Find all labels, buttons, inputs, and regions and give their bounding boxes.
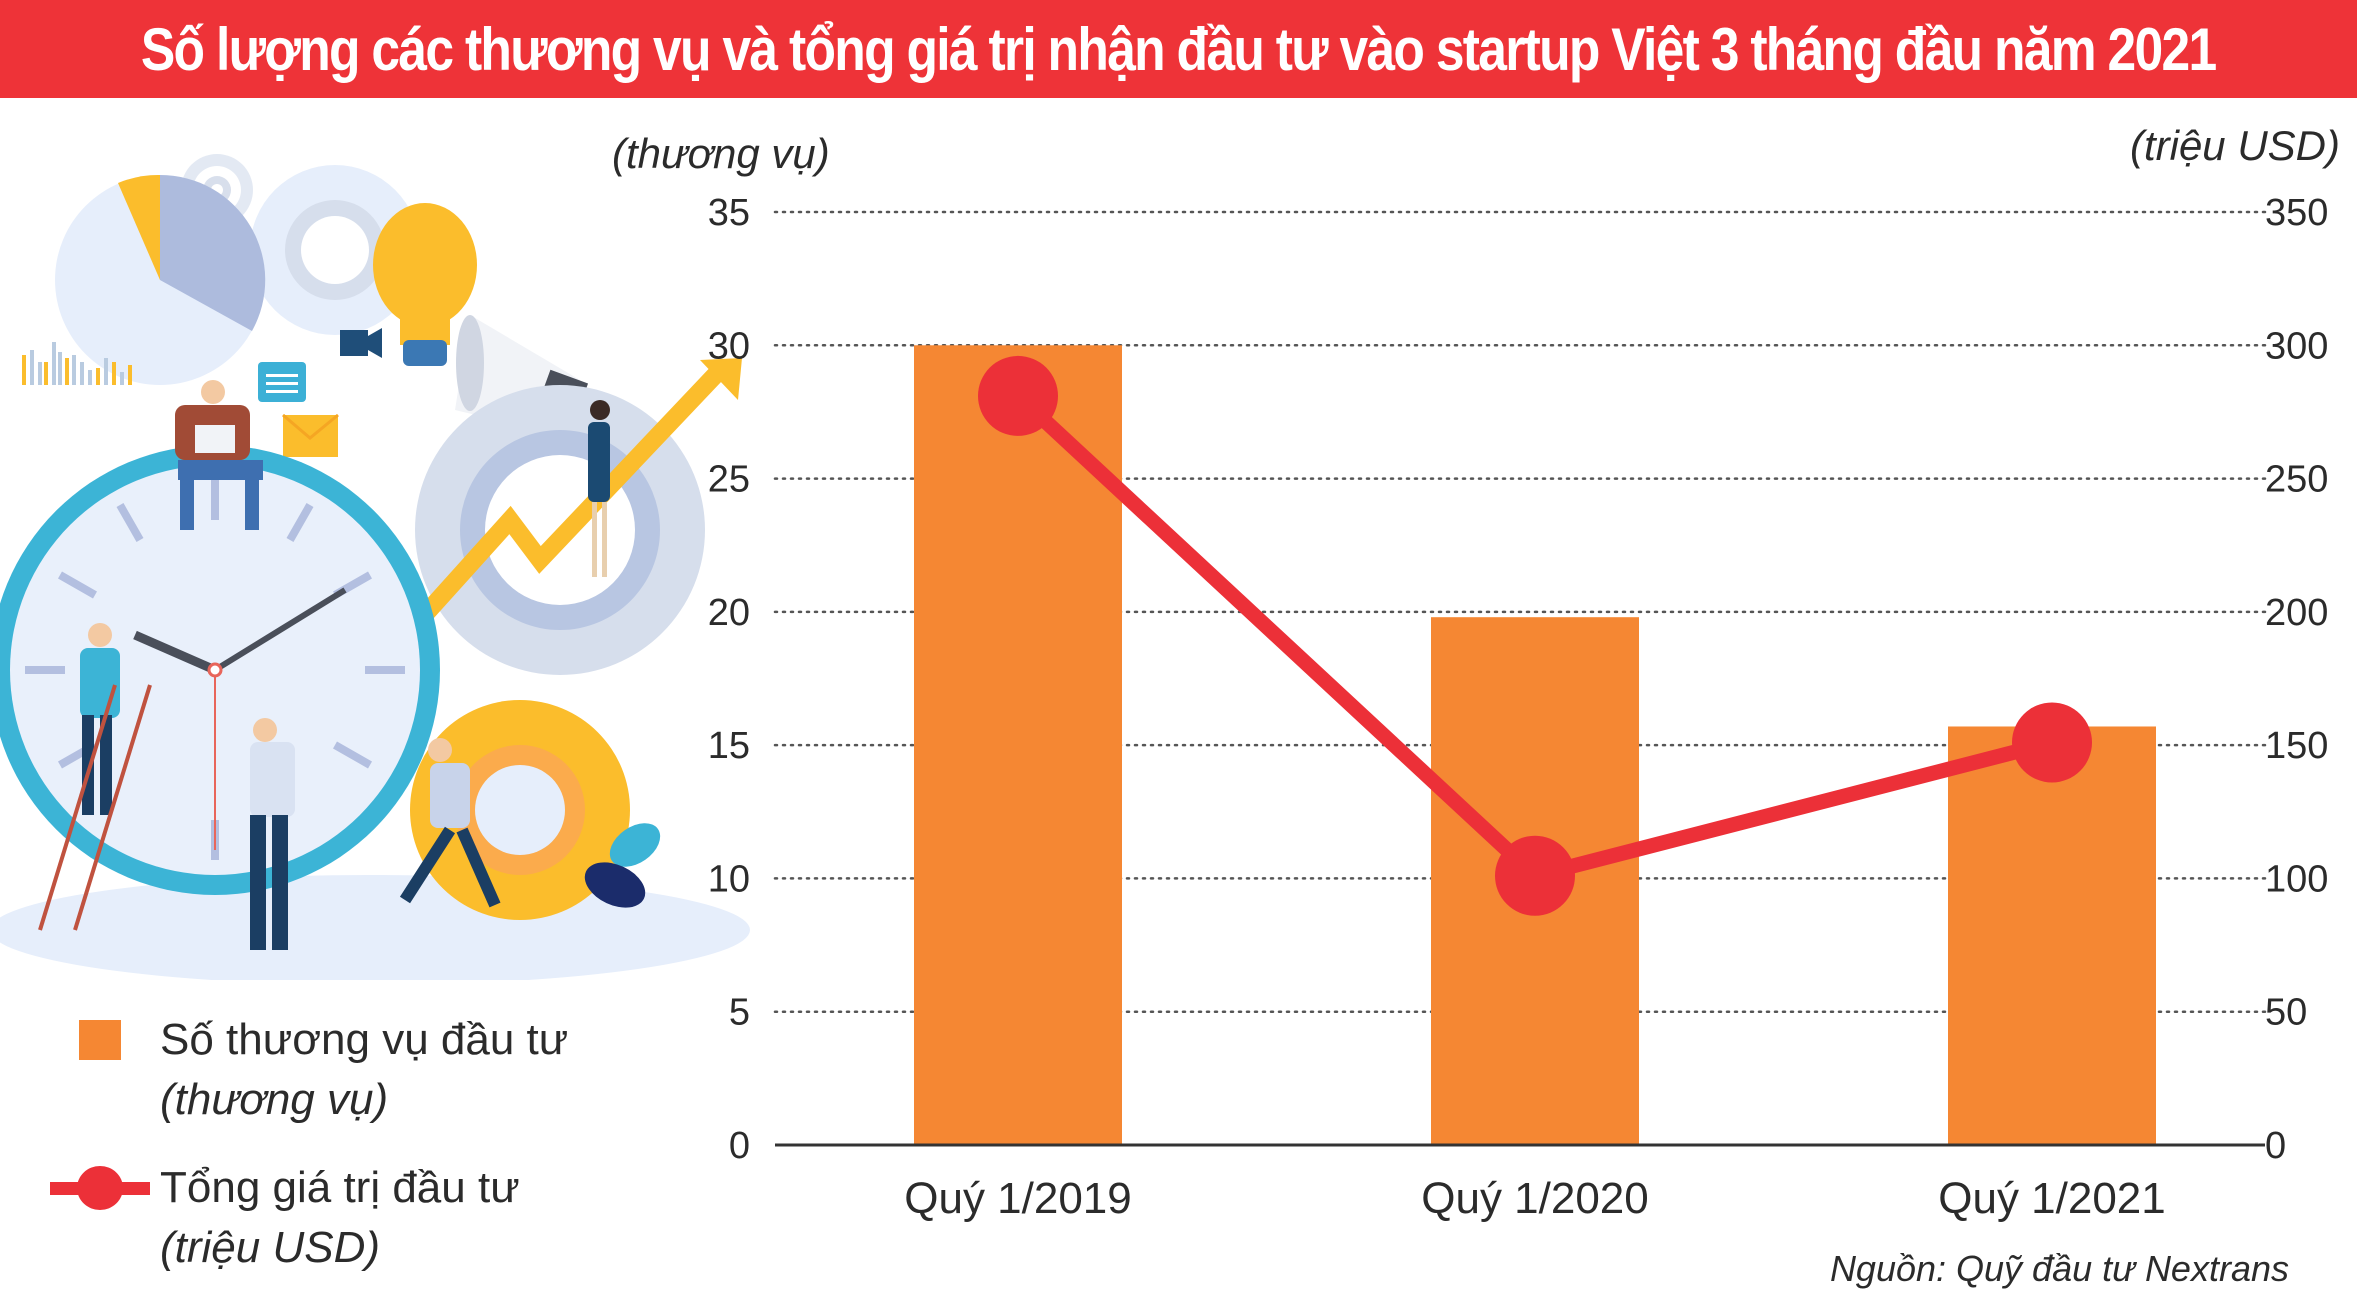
bar — [1948, 726, 2156, 1145]
right-tick-label: 100 — [2265, 858, 2328, 900]
bar-series — [914, 345, 2156, 1145]
gear-icon — [410, 700, 630, 920]
right-tick-label: 0 — [2265, 1125, 2286, 1167]
x-axis-labels: Quý 1/2019 Quý 1/2020 Quý 1/2021 — [904, 1174, 2166, 1223]
legend: Số thương vụ đầu tư (thương vụ) Tổng giá… — [40, 1010, 660, 1306]
left-tick-label: 20 — [708, 592, 750, 634]
left-tick-label: 5 — [729, 992, 750, 1034]
line-series — [978, 355, 2092, 916]
person-figure — [399, 738, 501, 908]
right-axis-unit: (triệu USD) — [2130, 122, 2340, 169]
video-camera-icon — [340, 328, 382, 358]
legend-line-unit: (triệu USD) — [160, 1223, 381, 1272]
line-marker-icon — [50, 1166, 150, 1210]
category-label: Quý 1/2021 — [1938, 1174, 2166, 1223]
person-figure — [175, 380, 263, 530]
person-figure — [588, 400, 610, 577]
legend-bar-label: Số thương vụ đầu tư — [160, 1015, 569, 1064]
envelope-icon — [282, 413, 339, 457]
pie-chart-icon — [22, 174, 266, 385]
source-note: Nguồn: Quỹ đầu tư Nextrans — [1829, 1248, 2289, 1289]
left-tick-label: 15 — [708, 725, 750, 767]
right-tick-label: 350 — [2265, 192, 2328, 234]
chat-bubble-icon — [258, 362, 306, 402]
data-point-marker — [1495, 835, 1575, 916]
leaf-icon — [584, 823, 661, 908]
left-tick-label: 25 — [708, 459, 750, 501]
right-tick-label: 300 — [2265, 325, 2328, 367]
right-tick-label: 250 — [2265, 459, 2328, 501]
data-point-marker — [978, 355, 1058, 436]
right-tick-label: 150 — [2265, 725, 2328, 767]
category-label: Quý 1/2019 — [904, 1174, 1132, 1223]
left-axis-ticks: 0 5 10 15 20 25 30 35 — [708, 192, 750, 1167]
right-tick-label: 200 — [2265, 592, 2328, 634]
left-tick-label: 30 — [708, 325, 750, 367]
legend-bar-unit: (thương vụ) — [160, 1075, 389, 1124]
rising-arrow-icon — [413, 358, 742, 627]
left-tick-label: 0 — [729, 1125, 750, 1167]
title-bar: Số lượng các thương vụ và tổng giá trị n… — [0, 0, 2357, 98]
legend-item-bars: Số thương vụ đầu tư (thương vụ) — [40, 1010, 660, 1130]
legend-line-label: Tổng giá trị đầu tư — [160, 1163, 520, 1212]
person-figure — [250, 718, 295, 950]
left-axis-unit: (thương vụ) — [612, 130, 830, 177]
person-figure — [38, 623, 152, 931]
data-point-marker — [2012, 702, 2092, 783]
right-tick-label: 50 — [2265, 992, 2307, 1034]
left-tick-label: 35 — [708, 192, 750, 234]
orange-square-icon — [79, 1020, 121, 1060]
left-tick-label: 10 — [708, 858, 750, 900]
gear-icon — [250, 165, 420, 335]
right-axis-ticks: 0 50 100 150 200 250 300 350 — [2265, 192, 2328, 1167]
bar — [914, 345, 1122, 1145]
category-label: Quý 1/2020 — [1421, 1174, 1649, 1223]
chart-title: Số lượng các thương vụ và tổng giá trị n… — [141, 15, 2217, 83]
legend-item-line: Tổng giá trị đầu tư (triệu USD) — [40, 1158, 660, 1278]
business-illustration — [0, 154, 750, 980]
light-bulb-icon — [373, 203, 477, 366]
